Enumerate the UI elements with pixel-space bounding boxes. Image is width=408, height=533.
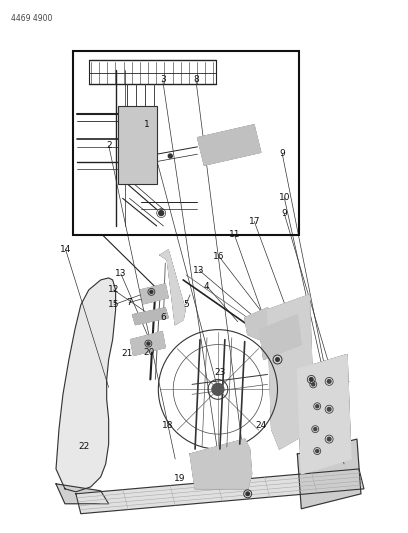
Text: 10: 10 [279, 193, 290, 202]
Circle shape [327, 407, 331, 411]
Text: 9: 9 [282, 209, 287, 218]
Text: 9: 9 [279, 149, 285, 158]
Polygon shape [140, 284, 168, 304]
Polygon shape [268, 295, 314, 449]
Text: 18: 18 [162, 421, 173, 430]
Text: 19: 19 [174, 474, 186, 483]
Text: 23: 23 [215, 368, 226, 377]
Circle shape [159, 211, 164, 215]
Polygon shape [245, 308, 275, 340]
Polygon shape [259, 315, 302, 360]
Text: 3: 3 [160, 75, 166, 84]
Polygon shape [297, 354, 351, 474]
Circle shape [312, 383, 315, 386]
Circle shape [316, 449, 319, 453]
Circle shape [212, 383, 224, 395]
Text: 7: 7 [126, 298, 132, 307]
Circle shape [168, 154, 172, 158]
Polygon shape [56, 278, 115, 492]
Text: 6: 6 [161, 313, 166, 322]
Circle shape [147, 342, 150, 345]
Bar [118, 107, 157, 184]
Bar [73, 51, 299, 235]
Text: 2: 2 [106, 141, 111, 150]
Circle shape [316, 405, 319, 408]
Circle shape [327, 379, 331, 383]
Circle shape [314, 427, 317, 431]
Text: 14: 14 [60, 245, 71, 254]
Text: 21: 21 [121, 350, 133, 359]
Circle shape [276, 358, 279, 361]
Text: 16: 16 [213, 252, 225, 261]
Polygon shape [297, 439, 361, 508]
Circle shape [310, 377, 313, 381]
Polygon shape [76, 469, 364, 514]
Circle shape [246, 492, 249, 496]
Polygon shape [131, 332, 165, 356]
Text: 24: 24 [255, 421, 266, 430]
Polygon shape [197, 125, 261, 165]
Text: 13: 13 [115, 269, 126, 278]
Polygon shape [133, 308, 168, 325]
Text: 12: 12 [108, 285, 119, 294]
Polygon shape [160, 250, 185, 325]
Text: 17: 17 [248, 217, 260, 226]
Polygon shape [56, 484, 109, 504]
Text: 8: 8 [193, 75, 199, 84]
Text: 11: 11 [228, 230, 240, 239]
Text: 4469 4900: 4469 4900 [11, 14, 53, 23]
Circle shape [150, 290, 153, 293]
Text: 1: 1 [144, 120, 150, 129]
Text: 15: 15 [108, 300, 120, 309]
Text: 5: 5 [183, 300, 188, 309]
Text: 22: 22 [79, 442, 90, 451]
Circle shape [327, 437, 331, 441]
Polygon shape [190, 439, 252, 489]
Text: 20: 20 [144, 348, 155, 357]
Text: 13: 13 [193, 266, 205, 274]
Text: 4: 4 [204, 281, 210, 290]
